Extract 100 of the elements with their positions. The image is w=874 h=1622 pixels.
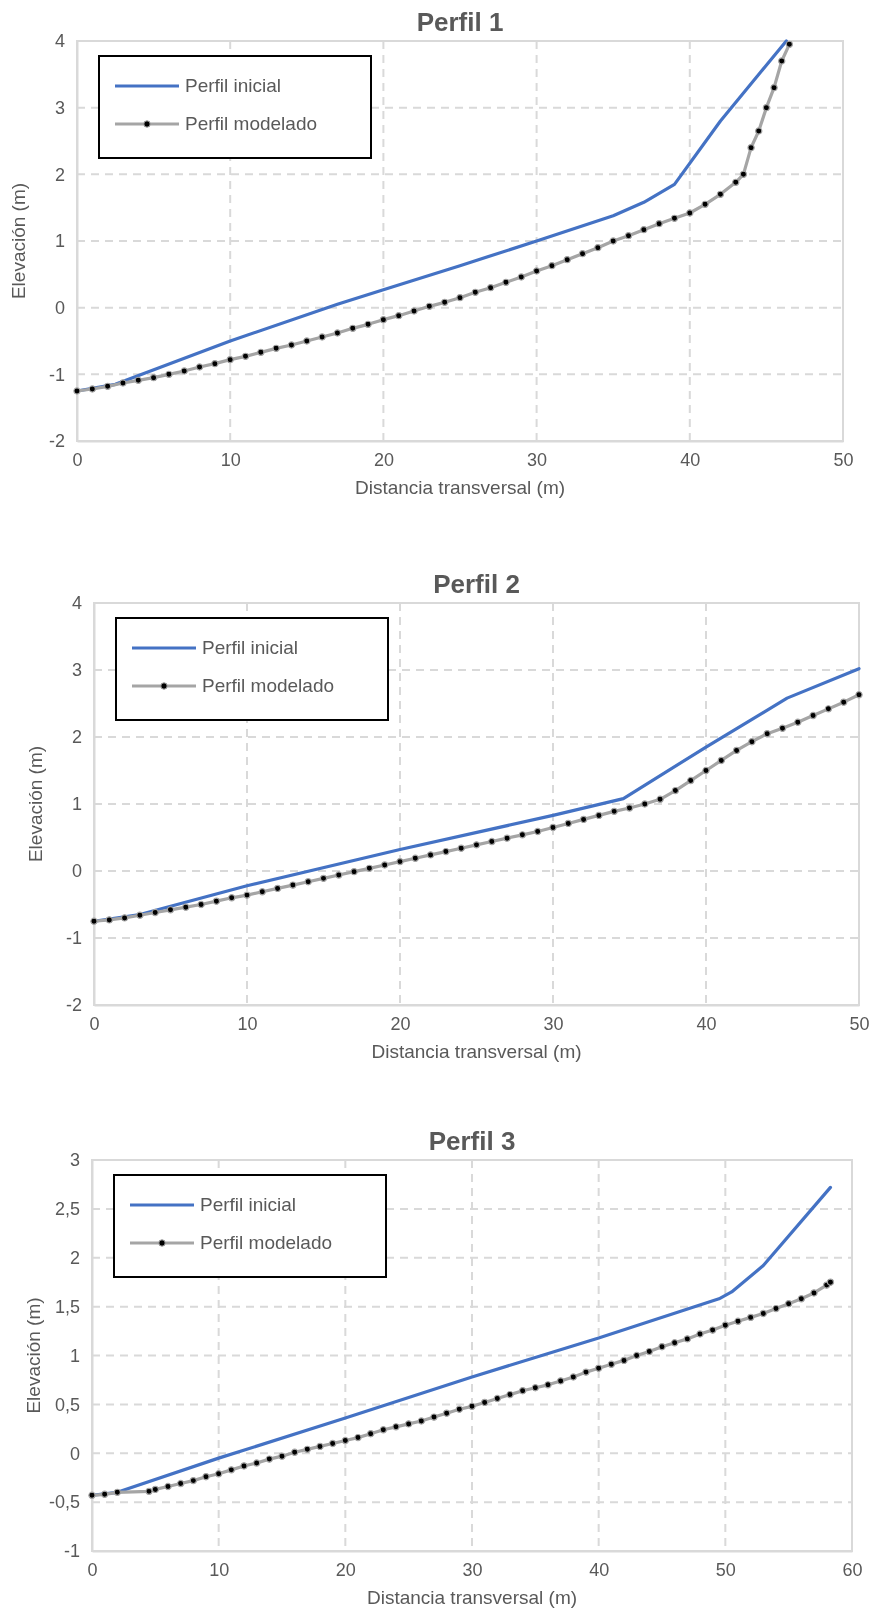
point <box>632 1351 641 1360</box>
chart-title: Perfil 1 <box>416 7 504 37</box>
point <box>544 1381 552 1389</box>
point <box>349 324 357 333</box>
y-tick-label: 4 <box>54 31 65 52</box>
point <box>136 911 144 919</box>
point <box>594 243 602 252</box>
point <box>226 355 234 364</box>
point <box>113 1488 122 1497</box>
point <box>88 385 97 393</box>
point <box>164 1482 172 1491</box>
y-tick-label: 0 <box>69 1443 80 1464</box>
point <box>88 1491 96 1499</box>
legend-label: Perfil modelado <box>200 1232 333 1253</box>
chart-title: Perfil 2 <box>433 569 520 599</box>
point <box>212 897 221 905</box>
x-axis-title: Distancia transversal (m) <box>371 1041 582 1062</box>
point <box>145 1487 153 1496</box>
legend-label: Perfil inicial <box>202 637 299 658</box>
y-axis-title: Elevación (m) <box>8 182 29 300</box>
point <box>227 1466 236 1474</box>
point <box>810 1289 818 1297</box>
x-tick-label: 0 <box>87 1559 98 1580</box>
point <box>563 255 571 264</box>
point <box>755 127 763 135</box>
point <box>732 178 740 187</box>
point <box>211 359 219 368</box>
point <box>265 1455 274 1463</box>
point <box>503 834 511 842</box>
point <box>480 1398 489 1407</box>
y-tick-label: 2 <box>69 1248 80 1269</box>
x-tick-label: 10 <box>209 1559 230 1580</box>
point <box>702 766 710 775</box>
point <box>517 273 525 281</box>
point <box>826 1278 835 1286</box>
point <box>472 841 481 849</box>
y-tick-label: 1 <box>69 1345 80 1366</box>
point <box>595 811 603 820</box>
point <box>656 795 664 803</box>
point <box>103 382 112 391</box>
point <box>328 1439 337 1448</box>
point <box>165 370 173 379</box>
point <box>287 341 296 349</box>
point <box>840 698 848 706</box>
point <box>532 267 541 275</box>
point <box>610 807 618 816</box>
y-tick-label: -2 <box>48 431 65 452</box>
point <box>687 776 695 785</box>
point <box>493 1394 502 1403</box>
point <box>683 1335 692 1343</box>
y-tick-label: 3 <box>71 660 82 681</box>
point <box>273 884 282 893</box>
point <box>243 891 251 899</box>
point <box>100 1490 109 1498</box>
point <box>784 1300 793 1308</box>
point <box>717 756 725 765</box>
point <box>609 237 617 245</box>
point <box>350 867 358 876</box>
point <box>778 57 786 65</box>
y-tick-label: 1 <box>71 794 82 815</box>
y-tick-label: -1 <box>65 928 82 949</box>
point <box>578 249 587 258</box>
point <box>120 914 129 922</box>
x-tick-label: 60 <box>842 1559 863 1580</box>
point <box>189 1476 198 1485</box>
point <box>645 1347 654 1356</box>
x-tick-label: 20 <box>335 1559 356 1580</box>
chart-title: Perfil 3 <box>428 1126 516 1156</box>
legend-label: Perfil inicial <box>200 1194 297 1215</box>
point <box>151 1485 160 1494</box>
point <box>824 705 833 713</box>
y-tick-label: 2 <box>71 727 82 748</box>
x-tick-label: 50 <box>849 1013 870 1034</box>
point <box>488 837 496 846</box>
x-tick-label: 30 <box>543 1013 564 1034</box>
point <box>379 315 388 324</box>
y-tick-label: 0,5 <box>54 1394 80 1415</box>
point <box>748 738 756 746</box>
point <box>763 729 771 738</box>
point <box>747 143 755 152</box>
point <box>365 864 374 872</box>
point <box>149 373 158 382</box>
point <box>290 1448 299 1456</box>
point <box>671 786 680 795</box>
x-tick-label: 20 <box>390 1013 411 1034</box>
point <box>721 1321 730 1329</box>
point <box>396 857 404 866</box>
point <box>430 1413 438 1421</box>
point <box>404 1420 413 1428</box>
point <box>354 1433 362 1442</box>
y-tick-label: -0,5 <box>48 1492 80 1513</box>
y-tick-label: -2 <box>65 995 82 1016</box>
point <box>701 200 709 209</box>
point <box>579 815 588 824</box>
x-tick-label: 30 <box>462 1559 483 1580</box>
point <box>569 1373 578 1381</box>
point <box>366 1430 375 1438</box>
point <box>166 906 175 914</box>
point <box>228 894 236 902</box>
point <box>176 1479 185 1488</box>
